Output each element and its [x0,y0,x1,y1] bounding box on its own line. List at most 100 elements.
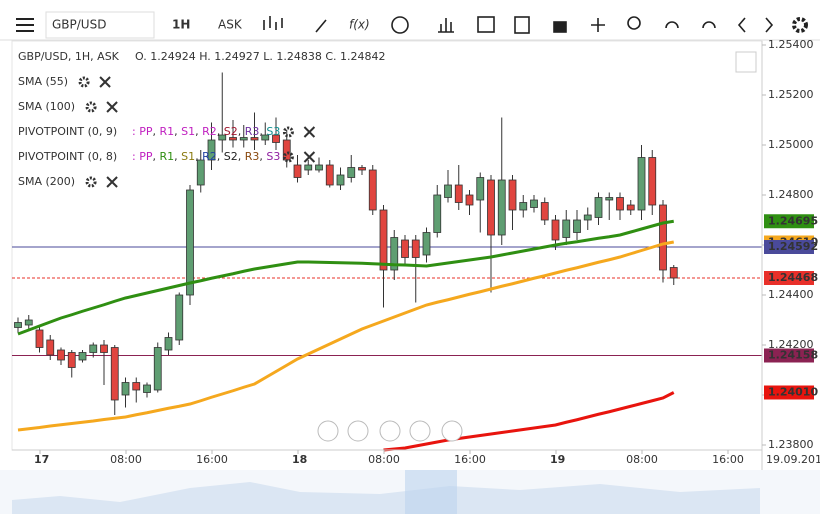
settings-button[interactable] [78,76,90,88]
download-icon[interactable] [702,21,716,29]
legend-label: SMA (200) [18,175,75,188]
settings-button[interactable] [85,101,97,113]
sma-line [17,219,674,336]
remove-button[interactable] [106,176,118,188]
legend-label: SMA (100) [18,100,75,113]
y-tick-label: 1.24400 [768,288,814,301]
zoom-icon[interactable] [627,16,641,30]
symbol-box[interactable] [45,11,155,39]
settings-icon[interactable] [792,17,808,33]
y-tick-label: 1.24200 [768,338,814,351]
candle-body [207,139,216,161]
menu-button[interactable] [16,18,34,32]
remove-button[interactable] [303,126,316,138]
x-tick-label: 18 [292,453,307,466]
candle-body [659,204,667,271]
sma-line [17,240,675,432]
x-tick-label: 08:00 [368,453,400,466]
y-tick-label: 1.25200 [768,88,814,101]
calendar-icon[interactable] [477,16,495,33]
toolbar: GBP/USD 1H ASK f(x) [0,0,820,41]
bars-icon[interactable] [438,18,454,33]
candle-body [411,239,420,258]
settings-button[interactable] [282,126,294,138]
report-icon[interactable] [514,16,530,34]
candle-body [57,349,65,361]
price-label-bg [764,385,814,400]
settings-button[interactable] [282,151,294,163]
pivot-level: R2 [202,150,217,163]
pivot-level: PP [139,125,153,138]
lock-icon[interactable] [553,21,567,33]
candle-body [648,157,657,206]
prev-icon[interactable] [737,17,746,33]
candle-body [390,237,399,271]
candle-body [121,382,130,396]
x-tick-label: 19 [550,453,565,466]
legend-label: SMA (55) [18,75,68,88]
remove-button[interactable] [99,76,111,88]
candle-body [626,204,635,211]
candle-body [465,194,474,206]
fx-icon[interactable]: f(x) [349,18,370,32]
price-label-bg [764,348,814,363]
y-tick-label: 1.25000 [768,138,814,151]
side[interactable]: ASK [218,18,243,32]
candle-body [175,294,184,341]
pivot-levels: : PP, R1, S1, R2, S2, R3, S3 [132,125,280,138]
pivot-level: R1 [159,125,174,138]
candle-body [14,322,22,328]
candle-body [583,214,592,221]
price-label: 1.24695 [768,214,818,227]
next-icon[interactable] [765,17,774,33]
candle-body [100,344,108,353]
toolbar-icons[interactable]: f(x) [263,16,808,34]
zoom-controls[interactable] [317,420,463,442]
candle-body [669,267,678,279]
candle-body [368,169,377,211]
candle-body [616,197,624,211]
candle-body [530,199,538,208]
remove-button[interactable] [303,151,316,163]
settings-button[interactable] [85,176,97,188]
upload-icon[interactable] [665,21,679,29]
candle-body [110,347,119,401]
ohlc-text: O. 1.24924 H. 1.24927 L. 1.24838 C. 1.24… [135,50,386,63]
candle-body [186,189,194,296]
price-label-bg [764,214,814,229]
x-tick-label: 08:00 [626,453,658,466]
candle-body [573,219,581,233]
candle-body [422,232,431,256]
candle-body [476,177,485,201]
candle-body [272,134,280,143]
candle-body [433,194,442,233]
pivot-level: S1 [181,125,195,138]
candle-icon[interactable] [263,16,283,30]
info-icon[interactable] [391,16,409,34]
candle-body [218,134,227,141]
candle-body [454,184,463,203]
remove-button[interactable] [106,101,118,113]
candle-body [562,219,571,238]
candle-body [89,344,98,353]
symbol[interactable]: GBP/USD [52,18,106,32]
legend-label: PIVOTPOINT (0, 8) [18,150,117,163]
pivot-level: S3 [266,125,280,138]
interval[interactable]: 1H [172,18,190,32]
candle-body [325,164,334,186]
candle-body [519,202,528,211]
candle-body [540,202,549,221]
candle-body [497,179,506,236]
date-label: 19.09.2019 [766,453,820,466]
pivot-level: S1 [181,150,195,163]
candle-body [35,329,44,348]
candle-body [293,164,302,178]
x-tick-label: 17 [34,453,49,466]
navigator-window[interactable] [405,470,457,514]
draw-icon[interactable] [315,19,327,33]
y-tick-label: 1.24800 [768,188,814,201]
price-label-bg [764,271,814,285]
expand-button[interactable] [735,51,757,73]
crosshair-icon[interactable] [591,18,605,32]
